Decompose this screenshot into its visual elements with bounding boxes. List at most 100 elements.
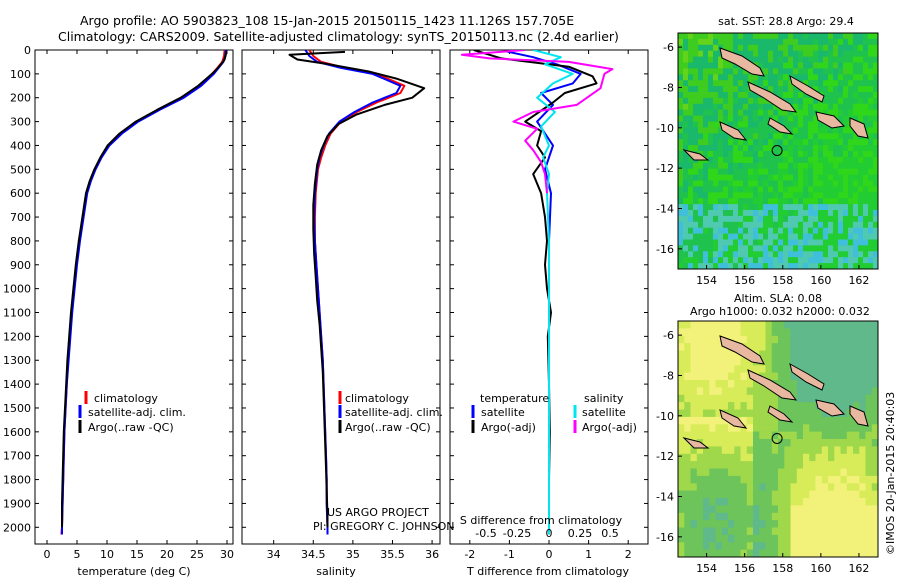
- map-cell: [838, 127, 844, 134]
- map-cell: [768, 174, 774, 182]
- map-cell: [784, 439, 792, 447]
- map-cell: [759, 453, 767, 462]
- map-cell: [868, 145, 874, 152]
- map-cell: [703, 121, 709, 128]
- map-cell: [815, 527, 823, 536]
- map-cell: [788, 33, 794, 40]
- map-cell: [873, 221, 878, 229]
- map-cell: [838, 74, 844, 81]
- map-cell: [746, 335, 754, 344]
- map-cell: [740, 453, 748, 462]
- map-cell: [793, 156, 799, 164]
- map-cell: [713, 186, 719, 193]
- credit-project: US ARGO PROJECT: [327, 506, 429, 519]
- map-cell: [708, 103, 714, 111]
- map-cell: [683, 50, 689, 58]
- map-cell: [853, 210, 859, 217]
- map-cell: [838, 215, 844, 223]
- map-cell: [693, 92, 699, 99]
- map-cell: [803, 365, 810, 374]
- map-cell: [765, 328, 773, 337]
- map-cell: [763, 38, 769, 46]
- map-cell: [868, 162, 874, 170]
- map-cell: [740, 527, 748, 536]
- map-cell: [803, 498, 810, 506]
- map-cell: [753, 215, 759, 223]
- map-cell: [778, 156, 784, 164]
- map-cell: [821, 483, 829, 492]
- map-cell: [763, 68, 769, 75]
- map-cell: [858, 156, 864, 164]
- map-cell: [828, 204, 834, 211]
- map-cell: [784, 446, 792, 455]
- map-cell: [758, 204, 764, 211]
- map-cell: [803, 186, 809, 193]
- map-cell: [863, 263, 869, 269]
- map-cell: [746, 512, 754, 521]
- map-cell: [868, 139, 874, 146]
- map-cell: [798, 103, 804, 111]
- map-cell: [813, 263, 819, 269]
- map-cell: [783, 68, 789, 75]
- map-cell: [859, 505, 867, 514]
- map-cell: [865, 483, 873, 492]
- map-cell: [790, 534, 798, 543]
- map-cell: [846, 446, 854, 455]
- map-cell: [758, 97, 764, 105]
- map-cell: [838, 139, 844, 146]
- map-cell: [763, 192, 769, 199]
- map-cell: [840, 512, 848, 521]
- map-cell: [840, 446, 848, 455]
- map-cell: [771, 512, 779, 521]
- map-cell: [743, 186, 749, 193]
- map-cell: [696, 453, 704, 462]
- map-cell: [788, 115, 794, 123]
- map-cell: [803, 431, 810, 440]
- map-cell: [798, 44, 804, 52]
- map-cell: [708, 50, 714, 58]
- map-cell: [793, 162, 799, 170]
- map-cell: [763, 263, 769, 269]
- map-cell: [803, 97, 809, 105]
- map-cell: [843, 92, 849, 99]
- map-cell: [753, 416, 760, 425]
- map-cell: [683, 156, 689, 164]
- salinity-panel-frame: [241, 49, 441, 545]
- map-cell: [721, 542, 729, 551]
- map-cell: [838, 192, 844, 199]
- map-cell: [753, 145, 759, 152]
- map-cell: [838, 168, 844, 176]
- map-cell: [718, 109, 724, 117]
- map-cell: [838, 44, 844, 52]
- map-cell: [843, 227, 849, 235]
- map-cell: [728, 468, 735, 477]
- map-cell: [765, 520, 773, 529]
- map-cell: [703, 210, 709, 217]
- map-cell: [840, 335, 848, 344]
- map-cell: [859, 483, 867, 492]
- map-cell: [813, 245, 819, 252]
- map-cell: [728, 145, 734, 152]
- map-cell: [778, 44, 784, 52]
- legend-label-argo: Argo(..raw -QC): [88, 421, 174, 434]
- map-cell: [738, 44, 744, 52]
- map-cell: [758, 239, 764, 246]
- map-cell: [723, 198, 729, 205]
- temperature-series: [60, 50, 228, 535]
- map-cell: [790, 387, 798, 396]
- map-cell: [793, 92, 799, 99]
- map-cell: [763, 151, 769, 158]
- map-cell: [678, 343, 685, 352]
- map-cell: [684, 394, 692, 403]
- x-tick-label: 1: [585, 548, 592, 561]
- map-cell: [684, 542, 692, 551]
- map-cell: [843, 186, 849, 193]
- map-cell: [743, 257, 749, 264]
- y-tick-label: 200: [10, 92, 31, 105]
- map-cell: [703, 92, 709, 99]
- map-cell: [748, 210, 754, 217]
- map-cell: [709, 542, 717, 551]
- map-cell: [773, 62, 779, 69]
- map-cell: [809, 416, 817, 425]
- map-cell: [834, 357, 842, 366]
